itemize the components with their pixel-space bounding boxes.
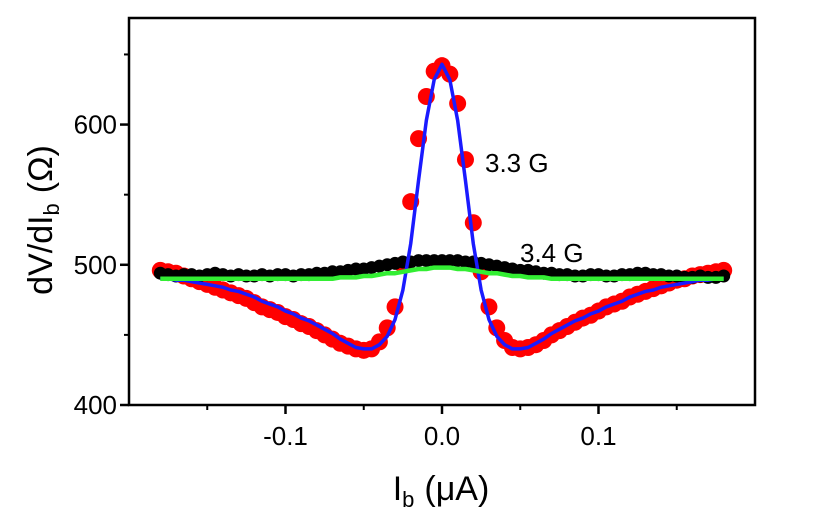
y-tick-label: 400 [74,390,117,420]
data-point [464,214,482,232]
annotation: 3.3 G [485,148,549,178]
x-label-sub: b [402,487,414,512]
x-label-unit: (μA) [424,470,489,508]
x-axis-label: Ib (μA) [393,470,490,512]
y-label-main: dV/dI [22,215,60,294]
data-point [456,151,474,169]
x-tick-label: -0.1 [263,421,308,451]
annotation: 3.4 G [520,238,584,268]
y-axis-label: dV/dIb (Ω) [22,145,64,295]
fit-line [160,265,724,282]
y-tick-label: 500 [74,250,117,280]
x-tick-label: 0.0 [424,421,460,451]
y-label-sub: b [39,203,64,215]
y-tick-label: 600 [74,110,117,140]
y-label-unit: (Ω) [22,145,60,193]
plot-clip-group [151,57,733,359]
x-tick-label: 0.1 [580,421,616,451]
fit-line [160,62,724,351]
x-label-main: I [393,470,402,508]
